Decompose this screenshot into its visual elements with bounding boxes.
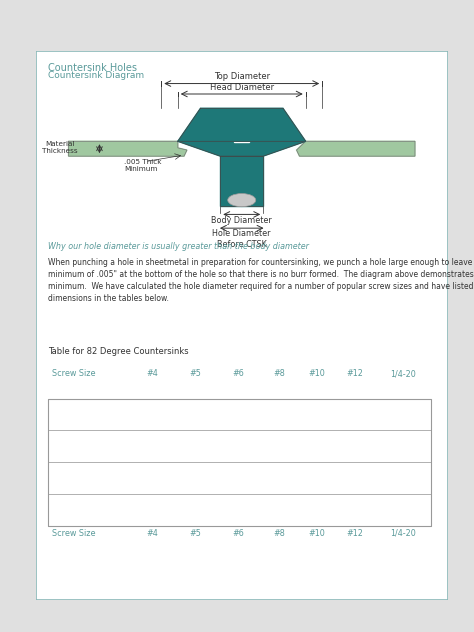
Text: Top Diameter: Top Diameter [214,72,270,81]
Polygon shape [69,142,187,156]
Text: 0.385: 0.385 [305,410,328,419]
Text: #6: #6 [233,370,245,379]
Text: 0.492: 0.492 [391,474,414,483]
Text: 0.164: 0.164 [268,506,290,514]
Polygon shape [220,156,263,205]
Text: 0.252: 0.252 [184,410,207,419]
Text: #8: #8 [273,370,285,379]
Ellipse shape [228,193,256,207]
Text: .005 Thick
Minimum: .005 Thick Minimum [124,159,162,173]
Text: Countersink Holes: Countersink Holes [48,63,137,73]
Text: 0.225: 0.225 [141,410,164,419]
Text: 0.125: 0.125 [184,506,207,514]
Text: 0.308: 0.308 [268,442,290,451]
Text: 0.190: 0.190 [305,506,328,514]
Text: Hole Diameter
Before CTSK: Hole Diameter Before CTSK [212,229,271,250]
Text: Top Ctsk. Dia.: Top Ctsk. Dia. [52,474,107,483]
Text: #10: #10 [308,529,325,538]
Text: 0.372: 0.372 [305,474,328,483]
Polygon shape [234,137,249,142]
Text: #12: #12 [346,370,363,379]
Text: Why our hole diameter is usually greater than the body diameter: Why our hole diameter is usually greater… [48,242,309,251]
Text: 0.207: 0.207 [141,442,164,451]
Text: 0.268: 0.268 [228,474,250,483]
Text: #4: #4 [146,370,158,379]
Text: #5: #5 [190,370,201,379]
Text: 0.279: 0.279 [227,410,250,419]
Text: #6: #6 [233,529,245,538]
Text: 0.112: 0.112 [141,506,164,514]
Text: Min. Head Dia.: Min. Head Dia. [52,442,110,451]
Text: #5: #5 [190,529,201,538]
Text: #10: #10 [308,370,325,379]
Polygon shape [178,142,306,156]
Text: #8: #8 [273,529,285,538]
Text: 0.216: 0.216 [141,474,164,483]
Text: 0.438: 0.438 [344,410,366,419]
Text: Material
Thickness: Material Thickness [43,141,78,154]
Bar [48,399,431,526]
Text: Table for 82 Degree Countersinks: Table for 82 Degree Countersinks [48,348,189,356]
Polygon shape [178,108,306,142]
Bar [48,463,431,494]
Text: #12: #12 [346,529,363,538]
Text: 0.232: 0.232 [184,442,207,451]
Bar [48,399,431,430]
Text: Body Dia.: Body Dia. [52,506,91,514]
Text: 0.332: 0.332 [267,410,290,419]
Text: Screw Size: Screw Size [52,529,96,538]
Text: 1/4-20: 1/4-20 [390,370,415,379]
Text: 0.424: 0.424 [344,474,366,483]
Text: 0.507: 0.507 [391,410,414,419]
Text: Screw Size: Screw Size [52,370,96,379]
Text: 0.477: 0.477 [391,442,414,451]
Text: Body Diameter: Body Diameter [211,216,272,224]
Bar [48,494,431,526]
Text: 0.216: 0.216 [344,506,366,514]
Bar [48,430,431,463]
Text: 0.138: 0.138 [228,506,250,514]
Text: 0.257: 0.257 [227,442,250,451]
Text: Countersink Diagram: Countersink Diagram [48,71,144,80]
Text: 0.242: 0.242 [184,474,207,483]
Text: Head Diameter: Head Diameter [210,83,274,92]
Text: 0.359: 0.359 [305,442,328,451]
Text: When punching a hole in sheetmetal in preparation for countersinking, we punch a: When punching a hole in sheetmetal in pr… [48,258,474,303]
Text: 0.410: 0.410 [344,442,366,451]
Text: 0.320: 0.320 [267,474,290,483]
Polygon shape [297,142,415,156]
Text: Max. Head Dia.: Max. Head Dia. [52,410,113,419]
Text: #4: #4 [146,529,158,538]
Text: 1/4-20: 1/4-20 [390,529,415,538]
Text: 0.250: 0.250 [391,506,414,514]
